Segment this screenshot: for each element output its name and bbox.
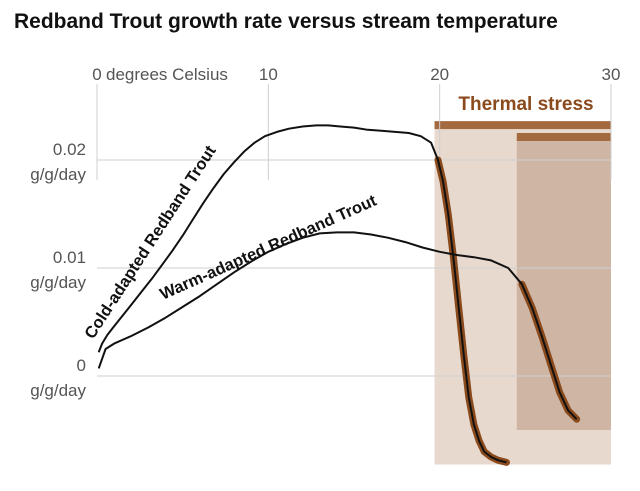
y-tick-label: 0.01 (53, 248, 86, 267)
x-tick-label: 20 (430, 65, 449, 84)
growth-curves (97, 124, 581, 466)
x-unit-label: degrees Celsius (106, 65, 228, 84)
warm-adapted-curve (97, 231, 578, 420)
x-tick-label: 10 (259, 65, 278, 84)
y-unit-label: g/g/day (30, 381, 86, 400)
thermal-stress-label: Thermal stress (458, 94, 593, 115)
y-tick-label: 0.02 (53, 140, 86, 159)
y-tick-label: 0 (77, 356, 86, 375)
tick-labels: 0 degrees Celsius 10 20 30 0 g/g/day 0.01 g/g/da… (30, 65, 620, 400)
x-tick-label: 0 (92, 65, 101, 84)
stress-zone-2 (516, 141, 611, 430)
y-unit-label: g/g/day (30, 273, 86, 292)
thermal-stress-zones (434, 121, 611, 465)
y-unit-label: g/g/day (30, 165, 86, 184)
chart-title: Redband Trout growth rate versus stream … (14, 10, 558, 33)
series-label-warm: Warm-adapted Redband Trout (157, 191, 379, 303)
stress-bar-1 (434, 121, 611, 130)
x-tick-label: 30 (602, 65, 621, 84)
cold-adapted-curve (97, 124, 507, 464)
grid-lines (96, 84, 612, 377)
stress-bar-2 (516, 133, 611, 141)
series-label-cold: Cold-adapted Redband Trout (81, 142, 220, 342)
